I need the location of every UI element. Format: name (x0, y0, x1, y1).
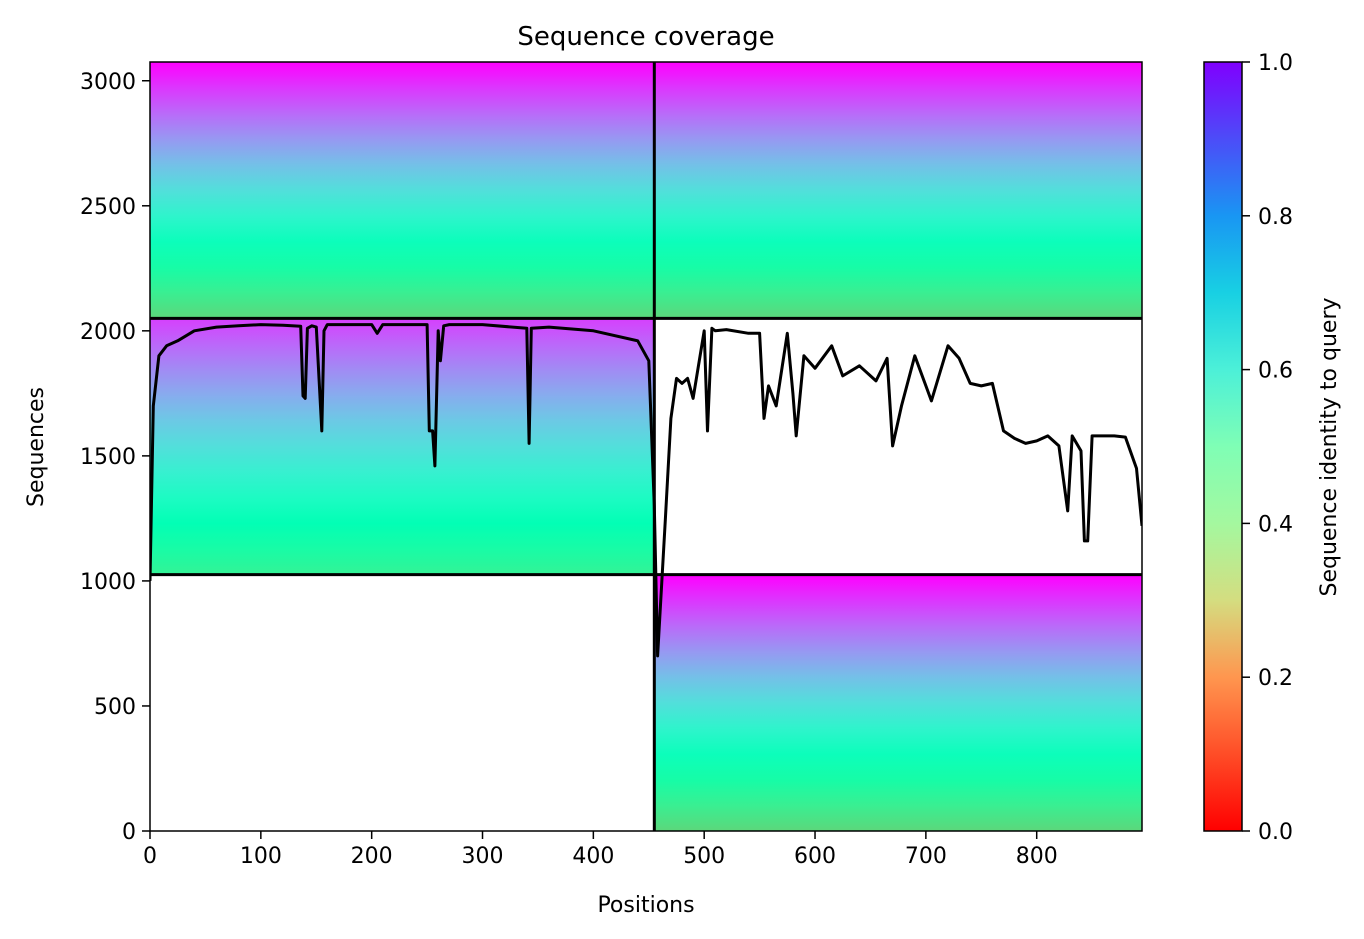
plot-frame (149, 61, 1143, 832)
y-tick-label: 0 (122, 820, 136, 845)
y-tick-label: 3000 (80, 70, 136, 95)
coverage-line-layer (150, 323, 1142, 658)
y-axis-ticks: 0 500 1000 1500 2000 2500 3000 (80, 70, 150, 845)
block-top-left (150, 62, 655, 319)
block-middle-left (150, 318, 655, 575)
x-tick-label: 100 (240, 844, 282, 869)
x-tick-label: 200 (351, 844, 393, 869)
chart-title: Sequence coverage (517, 22, 774, 52)
colorbar-ticks: 0.0 0.2 0.4 0.6 0.8 1.0 (1242, 51, 1293, 845)
coverage-line (150, 323, 1142, 658)
colorbar-tick-label: 0.0 (1258, 820, 1293, 845)
x-tick-label: 0 (143, 844, 157, 869)
y-tick-label: 1000 (80, 570, 136, 595)
x-tick-label: 400 (572, 844, 614, 869)
block-top-right (654, 62, 1142, 319)
colorbar-tick-label: 0.4 (1258, 512, 1293, 537)
y-tick-label: 2500 (80, 195, 136, 220)
y-tick-label: 1500 (80, 445, 136, 470)
heatmap-blocks (150, 62, 1142, 831)
x-tick-label: 500 (683, 844, 725, 869)
colorbar (1203, 61, 1243, 832)
x-tick-label: 700 (905, 844, 947, 869)
y-axis-label: Sequences (24, 387, 49, 507)
y-tick-label: 500 (94, 695, 136, 720)
x-tick-label: 600 (794, 844, 836, 869)
colorbar-label: Sequence identity to query (1317, 297, 1342, 596)
x-tick-label: 300 (462, 844, 504, 869)
colorbar-tick-label: 1.0 (1258, 51, 1293, 76)
x-axis-label: Positions (597, 893, 694, 918)
block-dividers (150, 62, 1142, 831)
y-tick-label: 2000 (80, 320, 136, 345)
colorbar-tick-label: 0.8 (1258, 205, 1293, 230)
x-axis-ticks: 0 100 200 300 400 500 600 700 800 (143, 831, 1058, 869)
colorbar-tick-label: 0.2 (1258, 666, 1293, 691)
colorbar-tick-label: 0.6 (1258, 359, 1293, 384)
x-tick-label: 800 (1016, 844, 1058, 869)
block-bottom-right (654, 574, 1142, 831)
